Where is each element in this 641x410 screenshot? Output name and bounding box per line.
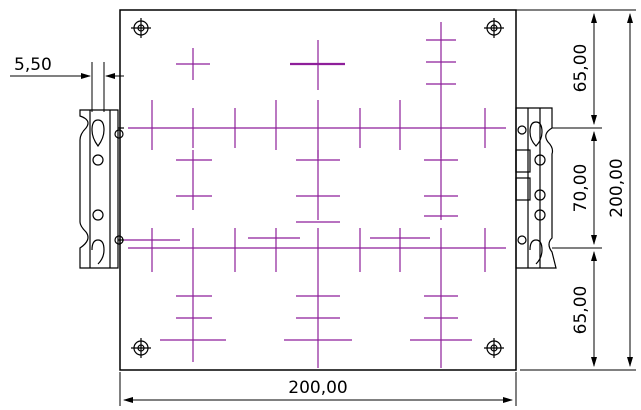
hole-bottom-left xyxy=(131,338,151,358)
total-height-label: 200,00 xyxy=(607,158,627,217)
bottom-margin-label: 65,00 xyxy=(571,286,591,335)
total-width-label: 200,00 xyxy=(288,378,347,398)
right-rail-bracket xyxy=(515,107,557,269)
top-margin-label: 65,00 xyxy=(571,44,591,93)
mounting-holes xyxy=(131,18,504,358)
left-rail-bracket xyxy=(79,109,124,269)
hole-top-left xyxy=(131,18,151,38)
dimension-right-chain xyxy=(516,9,636,371)
rail-offset-label: 5,50 xyxy=(14,55,52,75)
dimension-rail-offset xyxy=(10,62,124,112)
crosshair-grid xyxy=(124,22,506,368)
hole-bottom-right xyxy=(484,338,504,358)
hole-top-right xyxy=(484,18,504,38)
mid-span-label: 70,00 xyxy=(571,164,591,213)
dimension-total-width xyxy=(119,372,517,406)
